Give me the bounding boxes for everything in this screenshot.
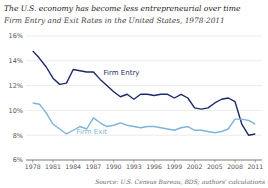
x-tick-label: 1993	[126, 163, 142, 170]
lines	[33, 51, 256, 135]
x-tick-label: 2011	[247, 163, 263, 170]
y-tick-label: 6%	[13, 156, 23, 164]
x-tick-label: 1990	[106, 163, 122, 170]
x-axis-line	[26, 160, 262, 161]
grid-line	[26, 36, 262, 37]
y-tick-label: 16%	[9, 32, 23, 40]
y-tick-label: 12%	[9, 82, 23, 90]
y-tick-label: 8%	[13, 132, 23, 140]
grid-line	[26, 60, 262, 61]
subtitle: Firm Entry and Exit Rates in the United …	[3, 16, 225, 25]
x-tick-label: 2005	[207, 163, 223, 170]
series-line	[33, 51, 256, 135]
grid-line	[26, 160, 262, 161]
x-tick-label: 1999	[166, 163, 182, 170]
grid-line	[26, 110, 262, 111]
x-tick-label: 1981	[45, 163, 61, 170]
x-tick-label: 2008	[227, 163, 243, 170]
x-tick-label: 1978	[25, 163, 41, 170]
series-line	[33, 103, 256, 134]
source: Source: U.S. Census Bureau, BDS; authors…	[95, 178, 265, 185]
y-tick-label: 14%	[9, 57, 23, 65]
y-tick-label: 10%	[9, 107, 23, 115]
annotation: Firm Exit	[77, 128, 108, 136]
annotation: Firm Entry	[104, 69, 140, 77]
x-tick-label: 1996	[146, 163, 162, 170]
x-tick-label: 1987	[86, 163, 102, 170]
grid-line	[26, 85, 262, 86]
x-tick-label: 2002	[187, 163, 203, 170]
grid-line	[26, 135, 262, 136]
title: The U.S. economy has become less entrepr…	[4, 4, 241, 13]
grid	[26, 36, 262, 160]
chart: The U.S. economy has become less entrepr…	[0, 0, 268, 188]
x-tick-label: 1984	[65, 163, 81, 170]
